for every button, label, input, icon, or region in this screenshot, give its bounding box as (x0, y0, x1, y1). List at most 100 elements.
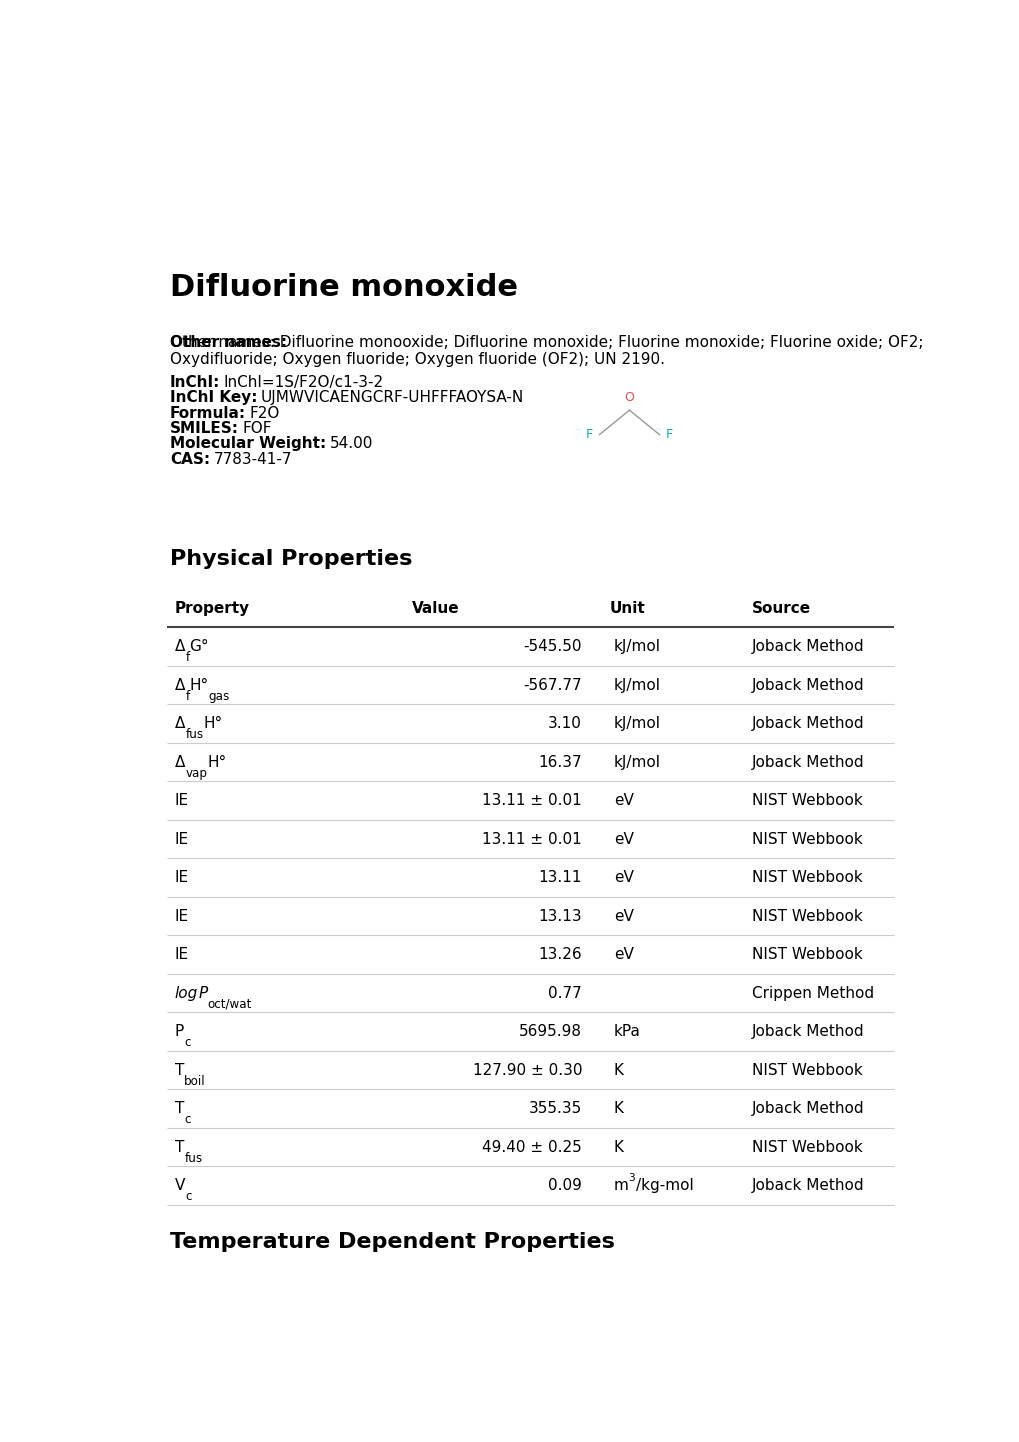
Text: Value: Value (412, 601, 460, 616)
Text: Δ: Δ (175, 639, 185, 655)
Text: vap: vap (185, 767, 207, 780)
Text: IE: IE (175, 793, 189, 808)
Text: Joback Method: Joback Method (751, 1178, 864, 1193)
Text: Crippen Method: Crippen Method (751, 985, 873, 1001)
Text: NIST Webbook: NIST Webbook (751, 793, 862, 808)
Text: Formula:: Formula: (170, 405, 246, 421)
Text: -545.50: -545.50 (523, 639, 582, 655)
Text: NIST Webbook: NIST Webbook (751, 870, 862, 885)
Text: f: f (185, 689, 190, 702)
Text: P: P (175, 1024, 184, 1040)
Text: eV: eV (613, 870, 633, 885)
Text: T: T (175, 1139, 184, 1155)
Text: Δ: Δ (175, 754, 185, 770)
Text: NIST Webbook: NIST Webbook (751, 908, 862, 923)
Text: 3.10: 3.10 (547, 717, 582, 731)
Text: UJMWVICAENGCRF-UHFFFAOYSA-N: UJMWVICAENGCRF-UHFFFAOYSA-N (261, 391, 524, 405)
Text: T: T (175, 1063, 184, 1077)
Text: K: K (613, 1102, 623, 1116)
Text: 13.26: 13.26 (538, 947, 582, 962)
Text: c: c (184, 1037, 191, 1050)
Text: Joback Method: Joback Method (751, 717, 864, 731)
Text: H°: H° (207, 754, 226, 770)
Text: NIST Webbook: NIST Webbook (751, 1139, 862, 1155)
Text: kPa: kPa (613, 1024, 640, 1040)
Text: Joback Method: Joback Method (751, 754, 864, 770)
Text: H°: H° (203, 717, 222, 731)
Text: kJ/mol: kJ/mol (613, 639, 660, 655)
Text: Unit: Unit (609, 601, 645, 616)
Text: Joback Method: Joback Method (751, 639, 864, 655)
Text: T: T (175, 1102, 184, 1116)
Text: 3: 3 (628, 1172, 635, 1182)
Text: Joback Method: Joback Method (751, 678, 864, 692)
Text: InChI=1S/F2O/c1-3-2: InChI=1S/F2O/c1-3-2 (223, 375, 383, 389)
Text: Δ: Δ (175, 717, 185, 731)
Text: f: f (185, 652, 190, 665)
Text: CAS:: CAS: (170, 451, 210, 467)
Text: gas: gas (209, 689, 230, 702)
Text: 13.11 ± 0.01: 13.11 ± 0.01 (482, 832, 582, 846)
Text: H°: H° (190, 678, 209, 692)
Text: kJ/mol: kJ/mol (613, 717, 660, 731)
Text: Source: Source (751, 601, 810, 616)
Text: eV: eV (613, 908, 633, 923)
Text: c: c (184, 1113, 191, 1126)
Text: kJ/mol: kJ/mol (613, 754, 660, 770)
Text: 355.35: 355.35 (528, 1102, 582, 1116)
Text: O: O (624, 391, 634, 404)
Text: boil: boil (184, 1074, 206, 1087)
Text: SMILES:: SMILES: (170, 421, 238, 435)
Text: -567.77: -567.77 (523, 678, 582, 692)
Text: P: P (198, 985, 207, 1001)
Text: eV: eV (613, 947, 633, 962)
Text: F: F (665, 428, 673, 441)
Text: Property: Property (175, 601, 250, 616)
Text: NIST Webbook: NIST Webbook (751, 832, 862, 846)
Text: eV: eV (613, 832, 633, 846)
Text: 54.00: 54.00 (329, 437, 373, 451)
Text: F2O: F2O (249, 405, 279, 421)
Text: InChI:: InChI: (170, 375, 220, 389)
Text: 5695.98: 5695.98 (519, 1024, 582, 1040)
Text: 7783-41-7: 7783-41-7 (213, 451, 291, 467)
Text: 13.11 ± 0.01: 13.11 ± 0.01 (482, 793, 582, 808)
Text: 49.40 ± 0.25: 49.40 ± 0.25 (482, 1139, 582, 1155)
Text: 13.11: 13.11 (538, 870, 582, 885)
Text: Other names:: Other names: (170, 335, 287, 350)
Text: NIST Webbook: NIST Webbook (751, 1063, 862, 1077)
Text: Joback Method: Joback Method (751, 1024, 864, 1040)
Text: 127.90 ± 0.30: 127.90 ± 0.30 (472, 1063, 582, 1077)
Text: FOF: FOF (242, 421, 271, 435)
Text: fus: fus (184, 1152, 202, 1165)
Text: IE: IE (175, 908, 189, 923)
Text: IE: IE (175, 832, 189, 846)
Text: log: log (175, 985, 198, 1001)
Text: Other names: Difluorine monooxide; Difluorine monoxide; Fluorine monoxide; Fluor: Other names: Difluorine monooxide; Diflu… (170, 335, 923, 368)
Text: m: m (613, 1178, 628, 1193)
Text: /kg-mol: /kg-mol (636, 1178, 694, 1193)
Text: fus: fus (185, 728, 203, 741)
Text: F: F (585, 428, 592, 441)
Text: oct/wat: oct/wat (207, 998, 252, 1011)
Text: 13.13: 13.13 (538, 908, 582, 923)
Text: Temperature Dependent Properties: Temperature Dependent Properties (170, 1231, 614, 1252)
Text: Physical Properties: Physical Properties (170, 549, 412, 568)
Text: K: K (613, 1063, 623, 1077)
Text: kJ/mol: kJ/mol (613, 678, 660, 692)
Text: 0.09: 0.09 (547, 1178, 582, 1193)
Text: Joback Method: Joback Method (751, 1102, 864, 1116)
Text: Molecular Weight:: Molecular Weight: (170, 437, 326, 451)
Text: 0.77: 0.77 (548, 985, 582, 1001)
Text: Δ: Δ (175, 678, 185, 692)
Text: InChI Key:: InChI Key: (170, 391, 258, 405)
Text: IE: IE (175, 947, 189, 962)
Text: NIST Webbook: NIST Webbook (751, 947, 862, 962)
Text: Difluorine monoxide: Difluorine monoxide (170, 273, 518, 303)
Text: eV: eV (613, 793, 633, 808)
Text: G°: G° (190, 639, 209, 655)
Text: IE: IE (175, 870, 189, 885)
Text: V: V (175, 1178, 185, 1193)
Text: K: K (613, 1139, 623, 1155)
Text: c: c (185, 1190, 192, 1203)
